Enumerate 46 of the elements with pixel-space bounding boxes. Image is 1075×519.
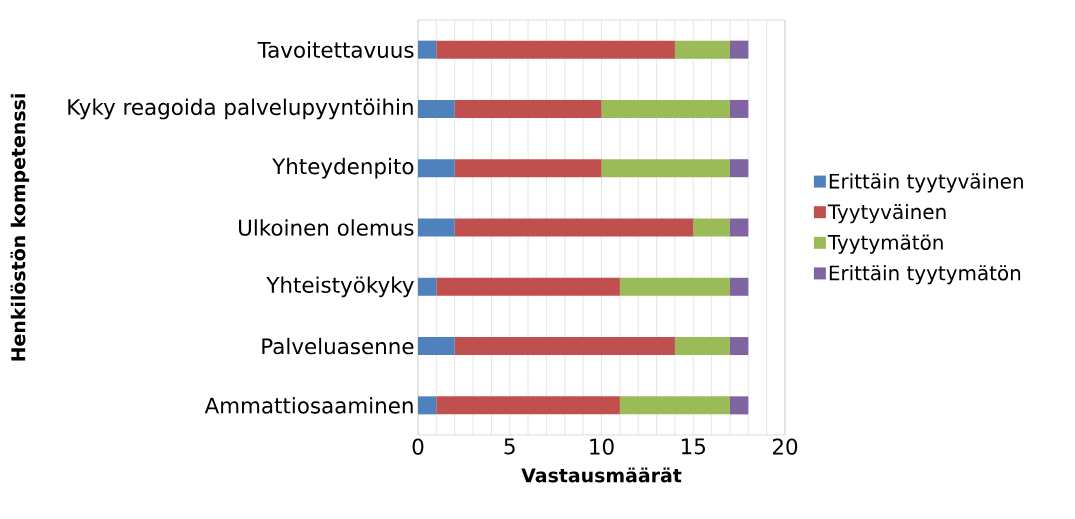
bar xyxy=(418,159,455,178)
bar xyxy=(729,218,749,237)
bar xyxy=(619,277,730,296)
y-tick-label: Tavoitettavuus xyxy=(257,41,414,58)
bar xyxy=(418,99,455,118)
x-axis-title: Vastausmäärät xyxy=(521,467,682,483)
y-tick-label: Ulkoinen olemus xyxy=(239,219,414,236)
bar xyxy=(674,337,730,356)
legend-label: Tyytymätön xyxy=(827,234,943,254)
bar xyxy=(601,159,730,178)
bar xyxy=(619,396,730,415)
legend-label: Erittäin tyytymätön xyxy=(829,265,1021,285)
bar xyxy=(693,218,730,237)
bar xyxy=(729,99,749,118)
y-tick-label: Palveluasenne xyxy=(262,337,414,355)
bar xyxy=(454,159,602,178)
x-tick-label: 5 xyxy=(504,438,515,455)
bar xyxy=(729,40,749,59)
bar xyxy=(418,337,455,356)
bar xyxy=(729,396,749,415)
bar xyxy=(418,40,437,59)
y-tick-label: Kyky reagoida palvelupyyntöihin xyxy=(68,98,413,120)
bar xyxy=(674,40,730,59)
bar xyxy=(601,99,730,118)
bar xyxy=(454,99,602,118)
legend-label: Erittäin tyytyväinen xyxy=(829,173,1023,193)
bar xyxy=(436,396,620,415)
bar xyxy=(436,277,620,296)
bar xyxy=(454,218,694,237)
bar xyxy=(729,337,749,356)
x-tick-label: 20 xyxy=(772,438,798,455)
bar xyxy=(454,337,675,356)
x-tick-label: 15 xyxy=(681,438,705,455)
bar xyxy=(729,159,749,178)
y-tick-label: Ammattiosaaminen xyxy=(204,397,413,414)
bar xyxy=(418,218,455,237)
bar xyxy=(418,396,437,415)
bar xyxy=(418,277,437,296)
x-tick-label: 10 xyxy=(590,438,614,455)
y-axis-title: Henkilöstön kompetenssi xyxy=(10,94,30,361)
bar xyxy=(729,277,749,296)
y-tick-label: Yhteistyökyky xyxy=(266,276,414,298)
bar xyxy=(436,40,675,59)
x-tick-label: 0 xyxy=(412,438,424,455)
legend-label: Tyytyväinen xyxy=(827,203,946,224)
y-tick-label: Yhteydenpito xyxy=(272,157,414,179)
